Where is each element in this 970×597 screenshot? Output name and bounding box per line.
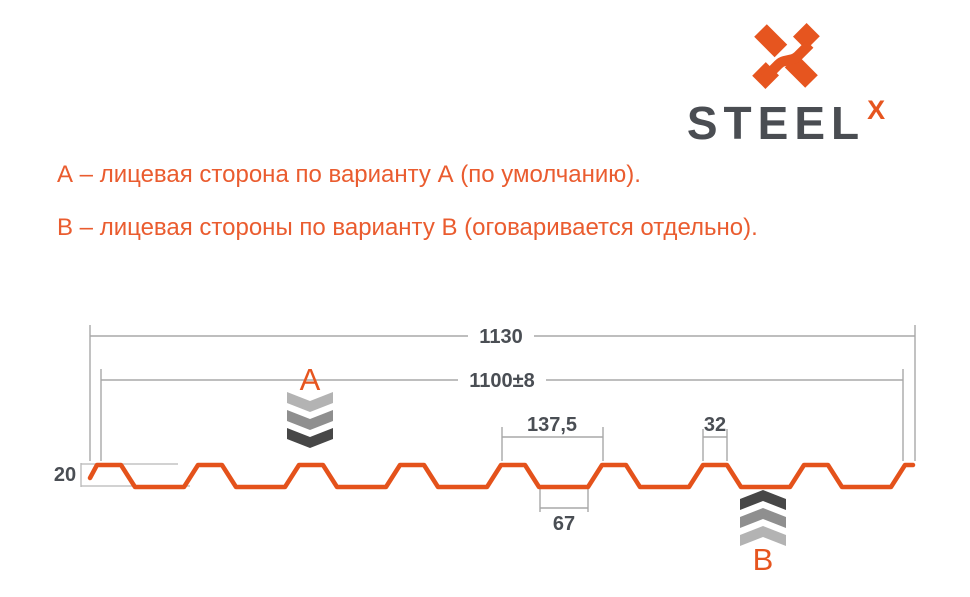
variant-a-marker: А [287, 362, 333, 448]
note-variant-a: А – лицевая сторона по варианту А (по ум… [57, 161, 641, 188]
variant-a-letter: А [300, 362, 321, 397]
variant-a-chevrons-icon [287, 392, 333, 448]
note-variant-b: В – лицевая стороны по варианту В (огова… [57, 214, 758, 241]
dim-overall-width-label: 1130 [479, 326, 522, 348]
logo-center-band [761, 40, 814, 82]
dim-rib-pitch-label: 137,5 [527, 414, 577, 436]
dim-rib-top-label: 32 [704, 414, 726, 436]
steelx-x-icon [752, 23, 820, 89]
variant-b-chevrons-icon [740, 490, 786, 546]
logo-arm-bottom-right [784, 54, 818, 88]
steelx-logo: STEEL X [666, 22, 906, 146]
logo-arm-top-right [792, 23, 820, 50]
logo-arm-top-left [754, 24, 788, 58]
brand-name: STEEL [686, 97, 866, 149]
dim-valley-width-label: 67 [553, 513, 575, 535]
dim-working-width-label: 1100±8 [469, 370, 535, 392]
dim-profile-height-label: 20 [54, 464, 76, 486]
variant-b-marker: В [740, 490, 786, 577]
brand-sup-x: X [867, 95, 886, 125]
brand-wordmark: STEEL X [686, 95, 886, 149]
variant-b-letter: В [753, 542, 774, 577]
profile-drawing: 1130 1100±8 137,5 32 67 20 А В [54, 325, 916, 577]
sheet-profile-line [87, 462, 916, 490]
